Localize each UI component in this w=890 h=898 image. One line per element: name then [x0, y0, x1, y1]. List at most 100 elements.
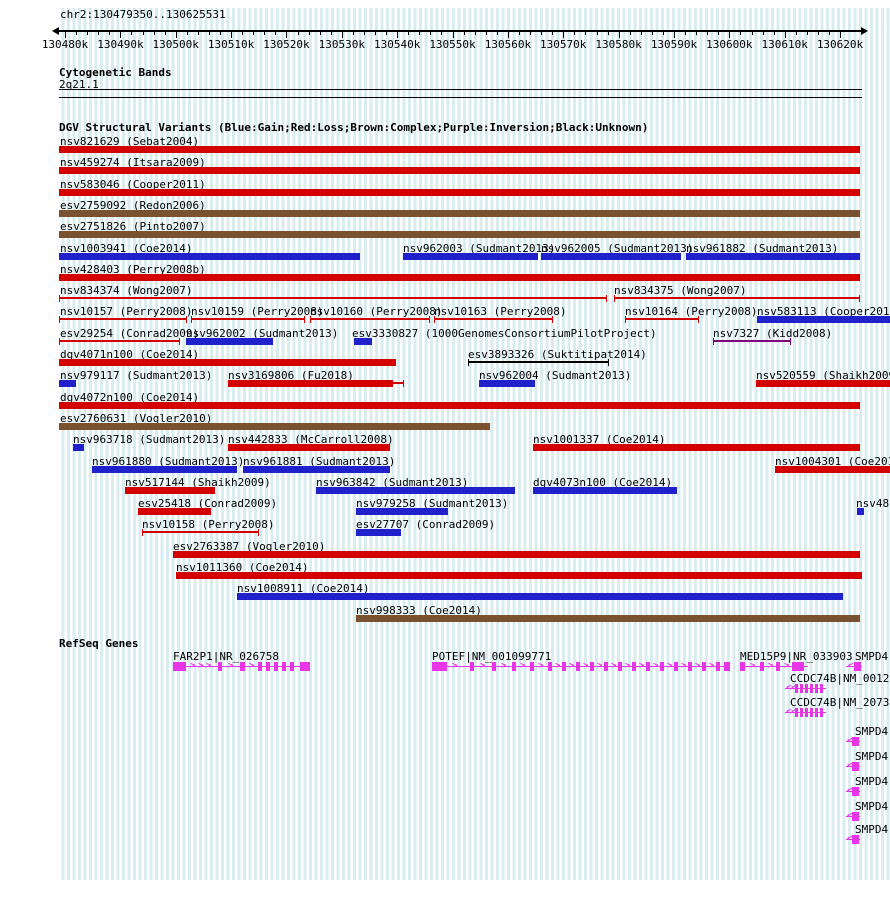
- variant-label[interactable]: nsv520559 (Shaikh2009): [756, 369, 890, 383]
- variant-label[interactable]: nsv1011360 (Coe2014): [176, 561, 309, 574]
- variant-label[interactable]: nsv7327 (Kidd2008): [713, 326, 833, 340]
- variant-bar[interactable]: [59, 188, 860, 196]
- variant-bar[interactable]: [59, 359, 396, 366]
- gene-exon[interactable]: [618, 662, 622, 671]
- variant-label[interactable]: nsv961882 (Sudmant2013): [686, 241, 839, 255]
- gene-exon[interactable]: [810, 684, 813, 693]
- variant-bar[interactable]: [354, 337, 372, 345]
- gene-exon[interactable]: [512, 662, 516, 671]
- variant-label[interactable]: esv2751826 (Pinto2007): [60, 220, 206, 234]
- variant-label[interactable]: dgv4072n100 (Coe2014): [60, 390, 200, 404]
- gene-exon[interactable]: [795, 684, 798, 693]
- gene-exon[interactable]: [724, 662, 730, 671]
- gene-exon[interactable]: [805, 708, 808, 717]
- variant-bar[interactable]: [625, 318, 699, 321]
- gene-exon[interactable]: [282, 662, 286, 671]
- variant-label[interactable]: nsv962004 (Sudmant2013): [479, 369, 632, 383]
- variant-label[interactable]: nsv517144 (Shaikh2009): [125, 475, 271, 489]
- gene-exon[interactable]: [792, 662, 804, 671]
- gene-label[interactable]: MED15P9|NR_033903: [740, 650, 853, 663]
- variant-label[interactable]: nsv3169806 (Fu2018): [228, 369, 354, 383]
- variant-bar[interactable]: [775, 465, 890, 473]
- gene-exon[interactable]: [240, 662, 245, 671]
- variant-label[interactable]: nsv961881 (Sudmant2013): [243, 454, 396, 468]
- gene-exon[interactable]: [820, 684, 823, 693]
- variant-label[interactable]: nsv48: [856, 497, 890, 511]
- variant-bar[interactable]: [686, 252, 860, 260]
- gene-label[interactable]: SMPD4: [855, 650, 889, 663]
- gene-label[interactable]: FAR2P1|NR_026758: [173, 650, 279, 663]
- variant-label[interactable]: dgv4071n100 (Coe2014): [60, 348, 200, 361]
- variant-label[interactable]: esv2760631 (Vogler2010): [60, 411, 213, 425]
- variant-bar[interactable]: [176, 572, 862, 579]
- variant-label[interactable]: nsv979117 (Sudmant2013): [60, 369, 213, 383]
- variant-bar[interactable]: [756, 380, 890, 388]
- variant-bar[interactable]: [59, 209, 860, 217]
- variant-bar[interactable]: [228, 380, 392, 388]
- variant-bar[interactable]: [59, 231, 860, 239]
- variant-bar[interactable]: [59, 252, 360, 260]
- variant-label[interactable]: esv2759092 (Redon2006): [60, 198, 206, 212]
- variant-label[interactable]: nsv963842 (Sudmant2013): [316, 475, 469, 489]
- gene-label[interactable]: SMPD4: [855, 823, 889, 836]
- variant-bar[interactable]: [125, 486, 215, 494]
- variant-bar[interactable]: [59, 318, 187, 321]
- gene-exon[interactable]: [290, 662, 294, 671]
- variant-bar[interactable]: [59, 297, 607, 300]
- gene-label[interactable]: POTEF|NM_001099771: [432, 650, 552, 663]
- variant-label[interactable]: nsv442833 (McCarroll2008): [228, 433, 394, 447]
- variant-label[interactable]: nsv962005 (Sudmant2013): [541, 241, 694, 255]
- variant-label[interactable]: esv3330827 (1000GenomesConsortiumPilotPr…: [352, 326, 657, 340]
- gene-exon[interactable]: [740, 662, 745, 671]
- variant-label[interactable]: nsv10160 (Perry2008): [310, 305, 443, 319]
- variant-label[interactable]: nsv10158 (Perry2008): [142, 518, 275, 532]
- gene-exon[interactable]: [300, 662, 310, 671]
- gene-exon[interactable]: [432, 662, 447, 671]
- variant-bar[interactable]: [59, 167, 860, 175]
- variant-label[interactable]: nsv1001337 (Coe2014): [533, 433, 666, 447]
- variant-label[interactable]: nsv962002 (Sudmant2013): [186, 326, 339, 340]
- gene-exon[interactable]: [852, 812, 859, 821]
- variant-bar[interactable]: [59, 422, 490, 430]
- gene-exon[interactable]: [852, 787, 859, 796]
- gene-exon[interactable]: [674, 662, 678, 671]
- variant-bar[interactable]: [186, 337, 273, 345]
- variant-label[interactable]: nsv962003 (Sudmant2013): [403, 241, 556, 255]
- gene-label[interactable]: SMPD4: [855, 775, 889, 788]
- variant-bar[interactable]: [533, 444, 860, 452]
- variant-bar[interactable]: [434, 318, 553, 321]
- variant-bar[interactable]: [403, 252, 538, 260]
- variant-bar[interactable]: [237, 593, 843, 601]
- variant-bar[interactable]: [228, 444, 390, 452]
- gene-exon[interactable]: [795, 708, 798, 717]
- cytoband-name[interactable]: 2q21.1: [59, 78, 99, 91]
- gene-exon[interactable]: [492, 662, 496, 671]
- variant-label[interactable]: nsv979258 (Sudmant2013): [356, 497, 509, 511]
- variant-bar[interactable]: [173, 550, 860, 558]
- variant-bar[interactable]: [310, 318, 430, 321]
- variant-bar[interactable]: [191, 318, 305, 321]
- variant-label[interactable]: nsv998333 (Coe2014): [356, 603, 482, 617]
- variant-bar[interactable]: [138, 508, 211, 516]
- gene-exon[interactable]: [218, 662, 222, 671]
- variant-label[interactable]: esv25418 (Conrad2009): [138, 497, 278, 511]
- variant-bar[interactable]: [356, 529, 401, 537]
- variant-bar[interactable]: [356, 508, 448, 516]
- gene-exon[interactable]: [716, 662, 720, 671]
- gene-exon[interactable]: [266, 662, 270, 671]
- variant-label[interactable]: esv27707 (Conrad2009): [356, 518, 496, 532]
- variant-bar[interactable]: [468, 361, 609, 363]
- gene-exon[interactable]: [810, 708, 813, 717]
- gene-exon[interactable]: [173, 662, 186, 671]
- gene-exon[interactable]: [562, 662, 566, 671]
- variant-bar[interactable]: [73, 444, 84, 452]
- variant-label[interactable]: nsv10157 (Perry2008): [60, 305, 193, 319]
- gene-exon[interactable]: [800, 684, 803, 693]
- variant-label[interactable]: nsv583113 (Cooper2011): [757, 305, 890, 319]
- variant-bar[interactable]: [757, 316, 890, 324]
- variant-bar[interactable]: [59, 273, 860, 281]
- gene-exon[interactable]: [548, 662, 552, 671]
- variant-label[interactable]: nsv963718 (Sudmant2013): [73, 433, 226, 447]
- variant-bar[interactable]: [857, 508, 864, 516]
- variant-label[interactable]: esv29254 (Conrad2009): [60, 326, 200, 340]
